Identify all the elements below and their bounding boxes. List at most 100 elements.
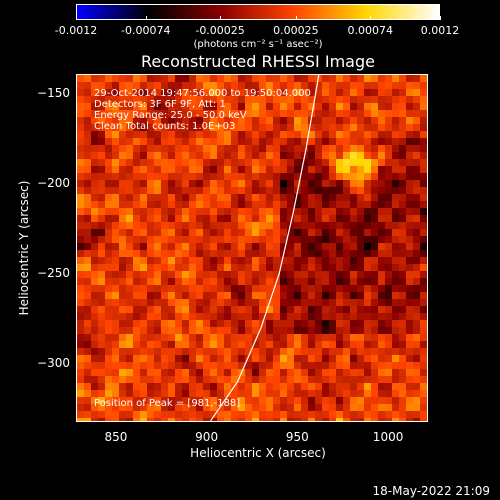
heatmap-cell [322,341,329,348]
heatmap-cell [77,215,84,222]
heatmap-cell [175,152,182,159]
heatmap-cell [154,334,161,341]
heatmap-cell [140,264,147,271]
heatmap-cell [378,376,385,383]
heatmap-cell [210,376,217,383]
heatmap-cell [231,355,238,362]
heatmap-cell [322,201,329,208]
heatmap-cell [210,117,217,124]
heatmap-cell [231,110,238,117]
heatmap-cell [315,257,322,264]
heatmap-cell [308,404,315,411]
heatmap-cell [343,208,350,215]
heatmap-cell [196,103,203,110]
heatmap-cell [350,180,357,187]
heatmap-cell [301,250,308,257]
heatmap-cell [126,250,133,257]
heatmap-cell [392,201,399,208]
heatmap-cell [399,96,406,103]
heatmap-cell [175,327,182,334]
heatmap-cell [210,187,217,194]
heatmap-cell [385,355,392,362]
heatmap-cell [91,264,98,271]
heatmap-cell [413,369,420,376]
heatmap-cell [392,243,399,250]
heatmap-cell [210,355,217,362]
heatmap-cell [84,222,91,229]
heatmap-cell [154,299,161,306]
heatmap-cell [308,82,315,89]
heatmap-cell [266,124,273,131]
heatmap-cell [399,411,406,418]
heatmap-cell [119,145,126,152]
heatmap-cell [406,208,413,215]
heatmap-cell [112,82,119,89]
heatmap-cell [259,131,266,138]
heatmap-cell [336,243,343,250]
heatmap-cell [371,152,378,159]
heatmap-cell [119,187,126,194]
heatmap-cell [84,285,91,292]
heatmap-cell [329,110,336,117]
heatmap-cell [350,292,357,299]
heatmap-cell [364,341,371,348]
heatmap-cell [182,257,189,264]
heatmap-cell [399,201,406,208]
heatmap-cell [273,215,280,222]
heatmap-cell [161,166,168,173]
heatmap-cell [420,327,427,334]
heatmap-cell [91,103,98,110]
heatmap-cell [238,215,245,222]
heatmap-cell [84,376,91,383]
heatmap-cell [210,369,217,376]
heatmap-cell [119,341,126,348]
heatmap-cell [168,355,175,362]
heatmap-cell [301,341,308,348]
heatmap-cell [336,313,343,320]
heatmap-cell [210,229,217,236]
heatmap-cell [98,327,105,334]
heatmap-cell [322,222,329,229]
chart-title: Reconstructed RHESSI Image [141,52,375,71]
heatmap-cell [280,166,287,173]
heatmap-cell [350,89,357,96]
heatmap-cell [357,264,364,271]
heatmap-cell [231,117,238,124]
heatmap-cell [308,348,315,355]
heatmap-cell [287,404,294,411]
heatmap-cell [329,138,336,145]
heatmap-cell [224,376,231,383]
heatmap-cell [259,285,266,292]
heatmap-cell [322,418,329,425]
heatmap-cell [357,201,364,208]
heatmap-cell [420,229,427,236]
heatmap-cell [364,327,371,334]
heatmap-cell [371,250,378,257]
heatmap-cell [259,404,266,411]
heatmap-cell [273,208,280,215]
heatmap-cell [350,250,357,257]
heatmap-cell [217,96,224,103]
heatmap-cell [343,341,350,348]
heatmap-cell [287,383,294,390]
heatmap-cell [406,362,413,369]
heatmap-cell [168,271,175,278]
heatmap-cell [364,285,371,292]
heatmap-cell [196,117,203,124]
heatmap-cell [105,362,112,369]
heatmap-cell [385,229,392,236]
heatmap-cell [273,257,280,264]
heatmap-cell [168,327,175,334]
heatmap-cell [399,117,406,124]
heatmap-cell [210,383,217,390]
heatmap-cell [350,208,357,215]
heatmap-cell [231,229,238,236]
heatmap-cell [217,187,224,194]
heatmap-cell [406,110,413,117]
heatmap-cell [203,327,210,334]
heatmap-cell [322,187,329,194]
heatmap-cell [196,96,203,103]
heatmap-cell [413,103,420,110]
heatmap-cell [336,285,343,292]
heatmap-cell [301,376,308,383]
